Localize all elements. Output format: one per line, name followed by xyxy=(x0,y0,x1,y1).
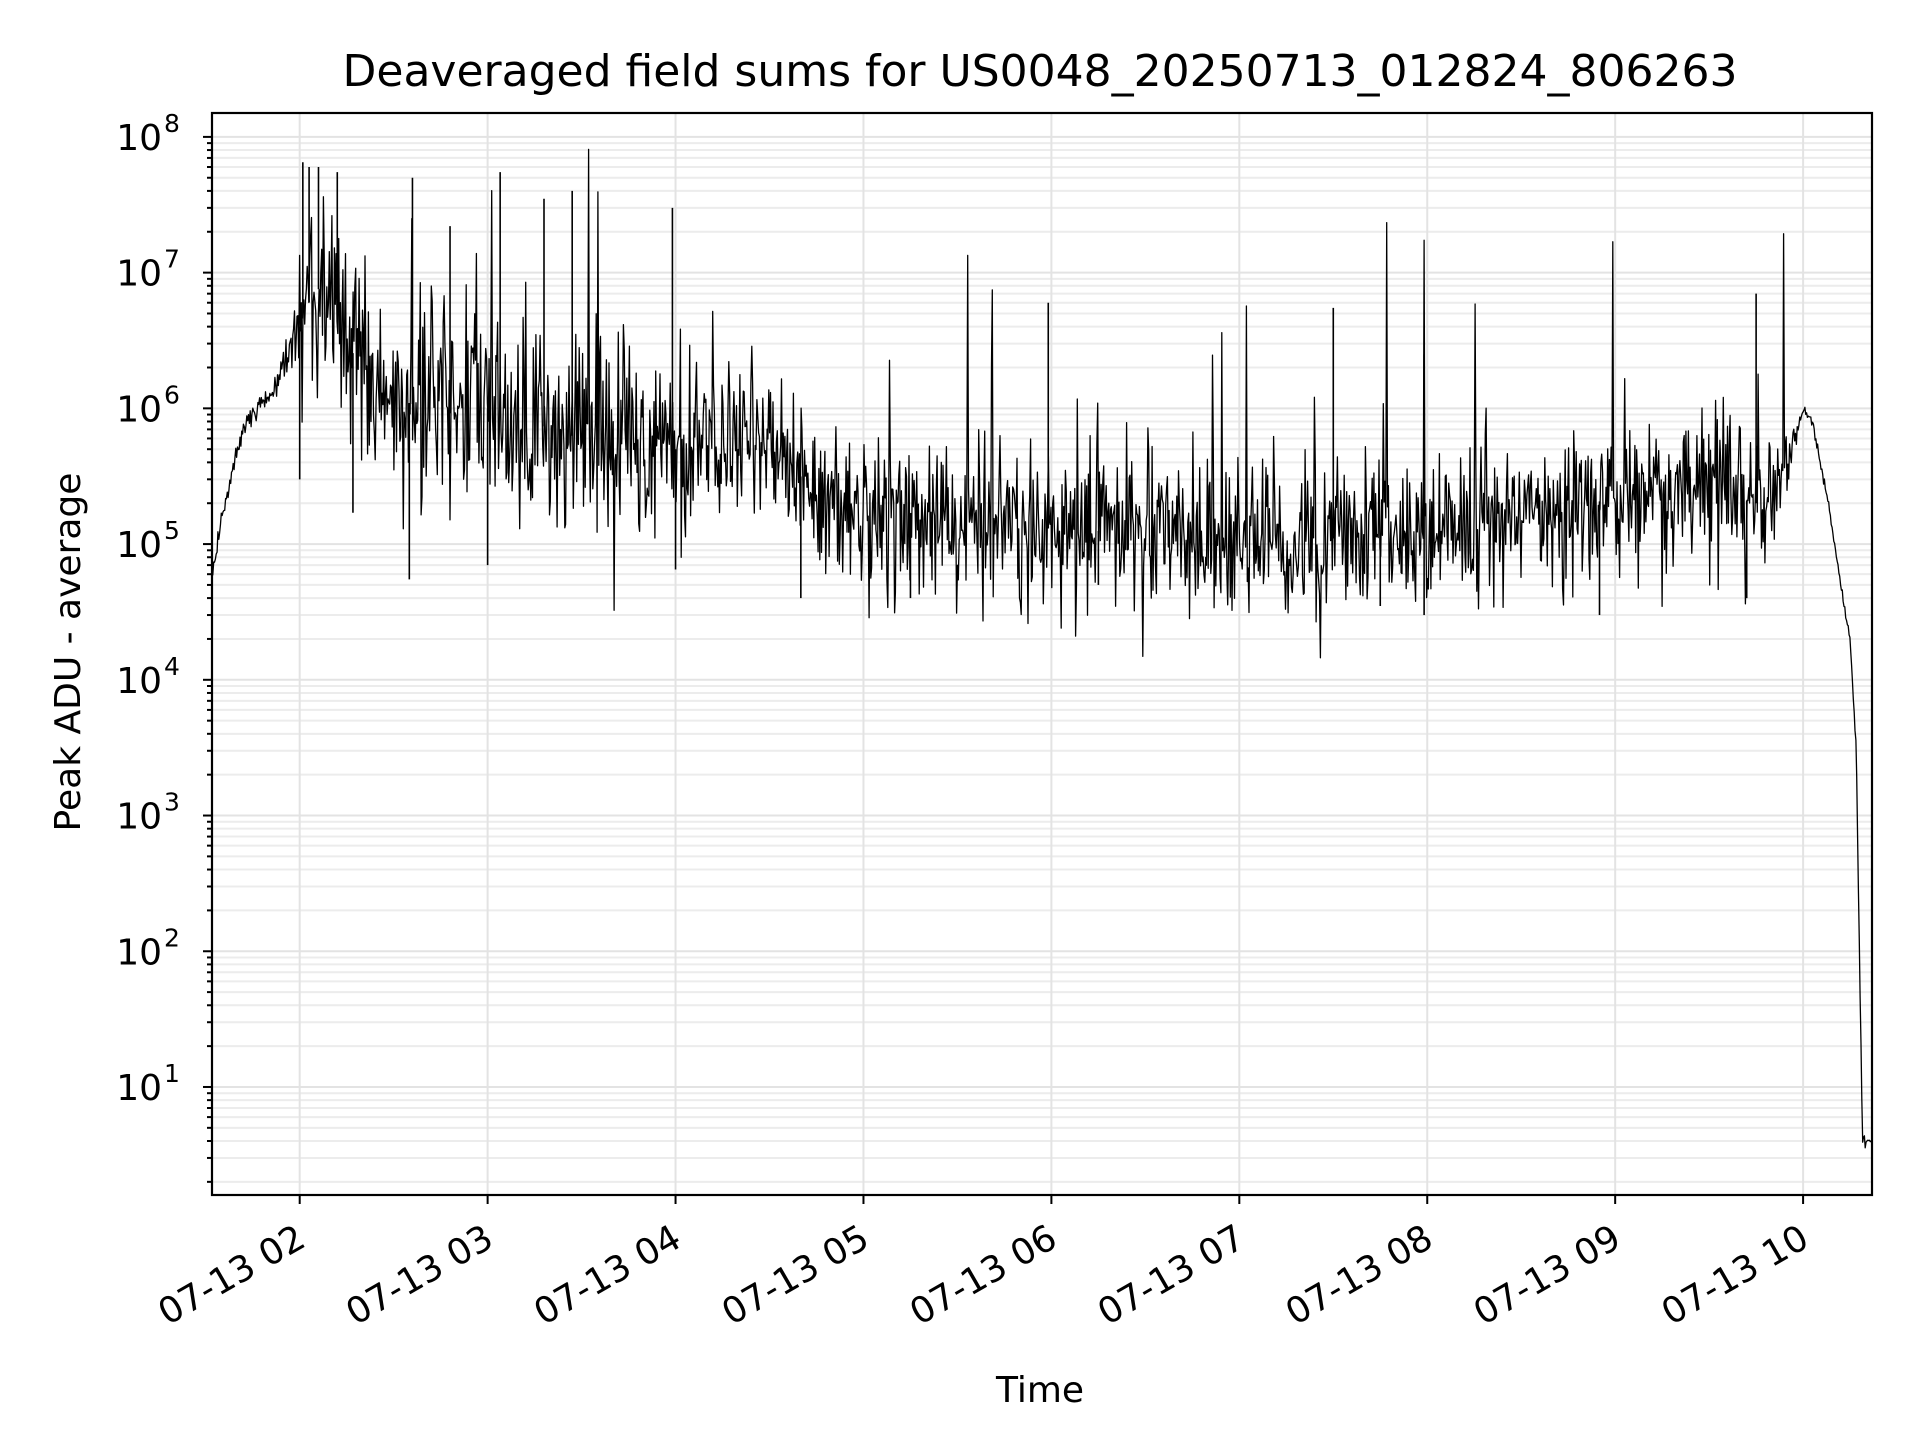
y-tick-label-base: 10 xyxy=(116,661,162,702)
y-tick-label: 10 7 xyxy=(116,245,180,295)
y-tick-label-exponent: 7 xyxy=(164,245,180,274)
y-tick-label: 10 5 xyxy=(116,516,180,566)
data-series-line xyxy=(211,148,1872,1149)
y-tick-label-base: 10 xyxy=(116,797,162,838)
y-tick-label: 10 3 xyxy=(116,788,180,838)
grid-layer xyxy=(212,113,1872,1195)
y-tick-label: 10 1 xyxy=(116,1059,180,1109)
y-tick-label: 10 6 xyxy=(116,380,180,430)
y-tick-label-base: 10 xyxy=(116,118,162,159)
y-tick-label-exponent: 4 xyxy=(164,652,180,681)
y-tick-label-base: 10 xyxy=(116,932,162,973)
chart-title: Deaveraged field sums for US0048_2025071… xyxy=(343,46,1738,97)
y-tick-label-base: 10 xyxy=(116,525,162,566)
y-tick-label-base: 10 xyxy=(116,254,162,295)
y-tick-label: 10 4 xyxy=(116,652,180,702)
y-tick-label-base: 10 xyxy=(116,389,162,430)
y-tick-label-exponent: 1 xyxy=(164,1059,180,1088)
axes-frame xyxy=(210,111,1874,1197)
y-tick-label: 10 8 xyxy=(116,109,180,159)
y-tick-label-exponent: 3 xyxy=(164,788,180,817)
y-tick-label-base: 10 xyxy=(116,1068,162,1109)
x-axis-label: Time xyxy=(995,1370,1084,1411)
y-tick-label-exponent: 8 xyxy=(164,109,180,138)
y-tick-label-exponent: 2 xyxy=(164,923,180,952)
y-tick-label-exponent: 6 xyxy=(164,380,180,409)
series-layer xyxy=(211,148,1872,1149)
y-tick-label-exponent: 5 xyxy=(164,516,180,545)
y-tick-label: 10 2 xyxy=(116,923,180,973)
y-axis-label: Peak ADU - average xyxy=(48,473,89,832)
